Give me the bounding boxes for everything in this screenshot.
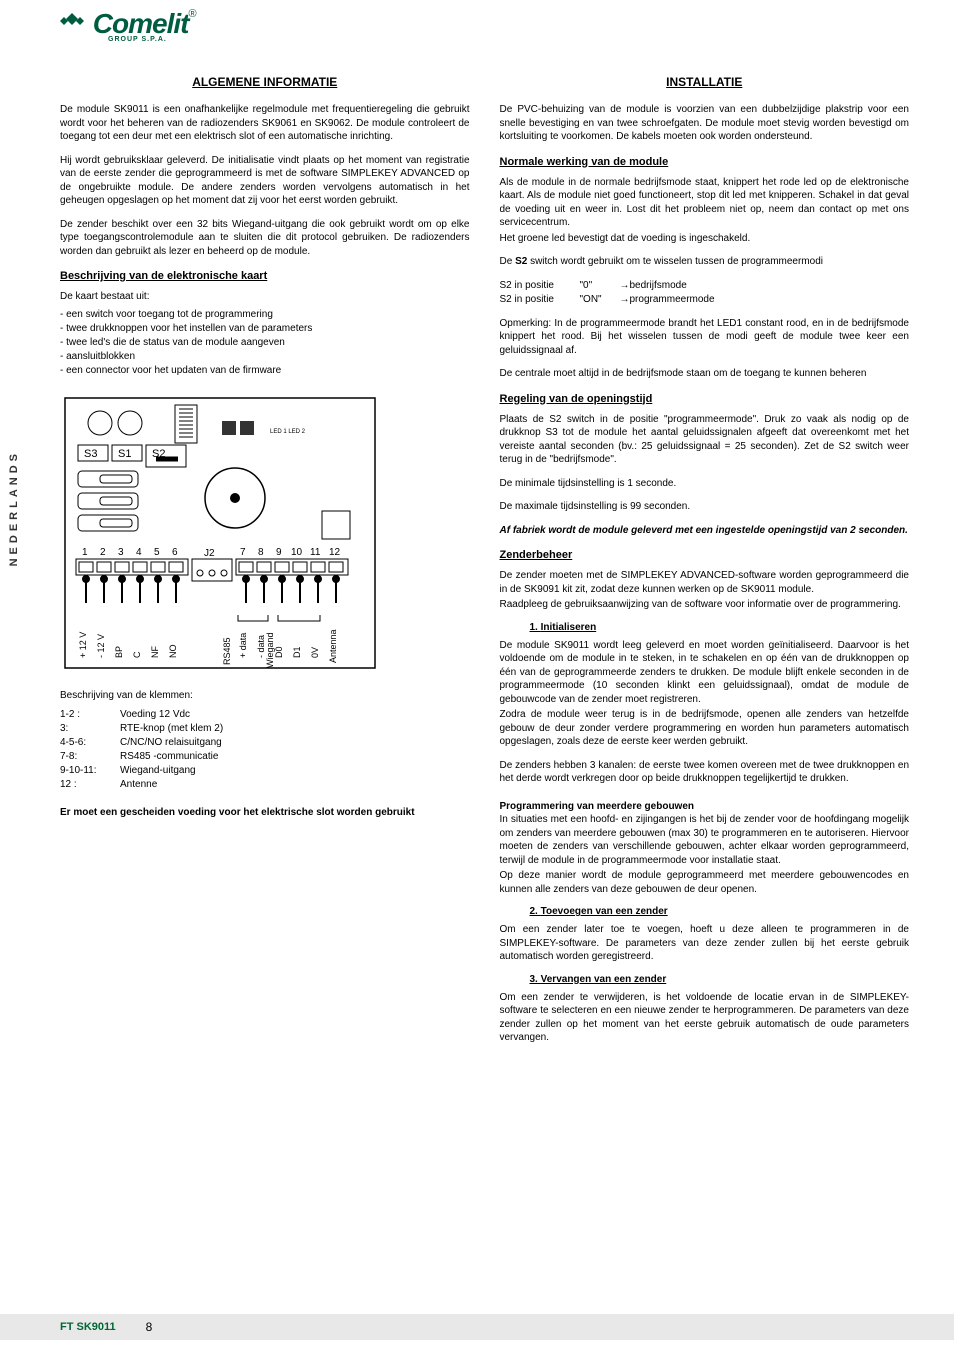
- doc-code: FT SK9011: [60, 1321, 116, 1333]
- svg-text:S1: S1: [118, 448, 131, 460]
- right-p13: Om een zender later toe te voegen, hoeft…: [500, 923, 910, 964]
- logo-tm: ®: [188, 8, 196, 20]
- svg-text:LED 1 LED 2: LED 1 LED 2: [270, 429, 306, 435]
- svg-text:D0: D0: [274, 646, 284, 658]
- num-item-1: 1. Initialiseren: [530, 622, 910, 633]
- right-p3: De S2 switch wordt gebruikt om te wissel…: [500, 255, 910, 269]
- terminals-intro: Beschrijving van de klemmen:: [60, 689, 470, 703]
- switch-table: S2 in positie"0"→bedrijfsmode S2 in posi…: [500, 279, 910, 307]
- right-p10: De module SK9011 wordt leeg geleverd en …: [500, 639, 910, 707]
- right-p1: De PVC-behuizing van de module is voorzi…: [500, 103, 910, 144]
- right-p10b: Zodra de module weer terug is in de bedr…: [500, 708, 910, 749]
- right-p12: In situaties met een hoofd- en zijingang…: [500, 813, 910, 867]
- svg-text:Wiegand: Wiegand: [265, 632, 275, 668]
- pcb-diagram: LED 1 LED 2 S3 S1 S2 123456 789101112: [60, 393, 380, 673]
- terminals-table: 1-2 :Voeding 12 Vdc 3:RTE-knop (met klem…: [60, 708, 470, 792]
- factory-note: Af fabriek wordt de module geleverd met …: [500, 524, 910, 538]
- opening-time-title: Regeling van de openingstijd: [500, 393, 910, 405]
- num-item-2: 2. Toevoegen van een zender: [530, 906, 910, 917]
- right-p9: De zender moeten met de SIMPLEKEY ADVANC…: [500, 569, 910, 596]
- left-p2: Hij wordt gebruiksklaar geleverd. De ini…: [60, 154, 470, 208]
- svg-text:1: 1: [82, 547, 88, 558]
- logo-icon: [60, 25, 89, 36]
- svg-text:0V: 0V: [310, 646, 320, 657]
- svg-text:5: 5: [154, 547, 160, 558]
- left-title: ALGEMENE INFORMATIE: [60, 75, 470, 89]
- right-p8: De maximale tijdsinstelling is 99 second…: [500, 500, 910, 514]
- svg-text:Antenna: Antenna: [328, 629, 338, 663]
- card-item: - twee drukknoppen voor het instellen va…: [60, 322, 470, 336]
- multi-title: Programmering van meerdere gebouwen: [500, 800, 910, 814]
- left-p1: De module SK9011 is een onafhankelijke r…: [60, 103, 470, 144]
- card-item: - twee led's die de status van de module…: [60, 336, 470, 350]
- svg-text:8: 8: [258, 547, 264, 558]
- right-p2: Als de module in de normale bedrijfsmode…: [500, 176, 910, 230]
- svg-text:BP: BP: [114, 645, 124, 657]
- right-p5: De centrale moet altijd in de bedrijfsmo…: [500, 367, 910, 381]
- card-item: - een switch voor toegang tot de program…: [60, 308, 470, 322]
- right-p7: De minimale tijdsinstelling is 1 seconde…: [500, 477, 910, 491]
- svg-text:- 12 V: - 12 V: [96, 633, 106, 657]
- num-item-3: 3. Vervangen van een zender: [530, 974, 910, 985]
- svg-text:7: 7: [240, 547, 246, 558]
- card-item: - een connector voor het updaten van de …: [60, 364, 470, 378]
- svg-text:+ data: + data: [238, 632, 248, 657]
- brand-logo: Comelit® GROUP S.P.A.: [60, 8, 197, 43]
- right-p6: Plaats de S2 switch in de positie "progr…: [500, 413, 910, 467]
- power-note: Er moet een gescheiden voeding voor het …: [60, 806, 470, 820]
- svg-text:C: C: [132, 651, 142, 658]
- language-tab: NEDERLANDS: [8, 450, 20, 566]
- normal-op-title: Normale werking van de module: [500, 156, 910, 168]
- page-footer: FT SK9011 8: [0, 1314, 954, 1340]
- card-desc-title: Beschrijving van de elektronische kaart: [60, 270, 470, 282]
- logo-text: Comelit: [93, 8, 189, 39]
- card-intro: De kaart bestaat uit:: [60, 290, 470, 304]
- card-items-list: - een switch voor toegang tot de program…: [60, 308, 470, 378]
- svg-text:NO: NO: [168, 644, 178, 658]
- right-p14: Om een zender te verwijderen, is het vol…: [500, 991, 910, 1045]
- right-p4: Opmerking: In de programmeermode brandt …: [500, 317, 910, 358]
- svg-text:D1: D1: [292, 646, 302, 658]
- right-p12b: Op deze manier wordt de module geprogram…: [500, 869, 910, 896]
- left-p3: De zender beschikt over een 32 bits Wieg…: [60, 218, 470, 259]
- svg-text:6: 6: [172, 547, 178, 558]
- svg-text:10: 10: [291, 547, 303, 558]
- right-p9b: Raadpleeg de gebruiksaanwijzing van de s…: [500, 598, 910, 612]
- card-item: - aansluitblokken: [60, 350, 470, 364]
- svg-text:11: 11: [310, 547, 321, 558]
- svg-text:12: 12: [329, 547, 341, 558]
- svg-text:+ 12 V: + 12 V: [78, 631, 88, 657]
- right-title: INSTALLATIE: [500, 75, 910, 89]
- svg-text:S3: S3: [84, 448, 97, 460]
- svg-text:2: 2: [100, 547, 106, 558]
- left-column: ALGEMENE INFORMATIE De module SK9011 is …: [60, 75, 470, 1055]
- svg-text:NF: NF: [150, 645, 160, 657]
- right-column: INSTALLATIE De PVC-behuizing van de modu…: [500, 75, 910, 1055]
- page-number: 8: [146, 1320, 153, 1334]
- svg-text:J2: J2: [204, 548, 215, 559]
- svg-text:RS485: RS485: [222, 637, 232, 665]
- transmitter-mgmt-title: Zenderbeheer: [500, 549, 910, 561]
- svg-text:9: 9: [276, 547, 282, 558]
- right-p2b: Het groene led bevestigt dat de voeding …: [500, 232, 910, 246]
- svg-text:3: 3: [118, 547, 124, 558]
- right-p11: De zenders hebben 3 kanalen: de eerste t…: [500, 759, 910, 786]
- svg-text:4: 4: [136, 547, 142, 558]
